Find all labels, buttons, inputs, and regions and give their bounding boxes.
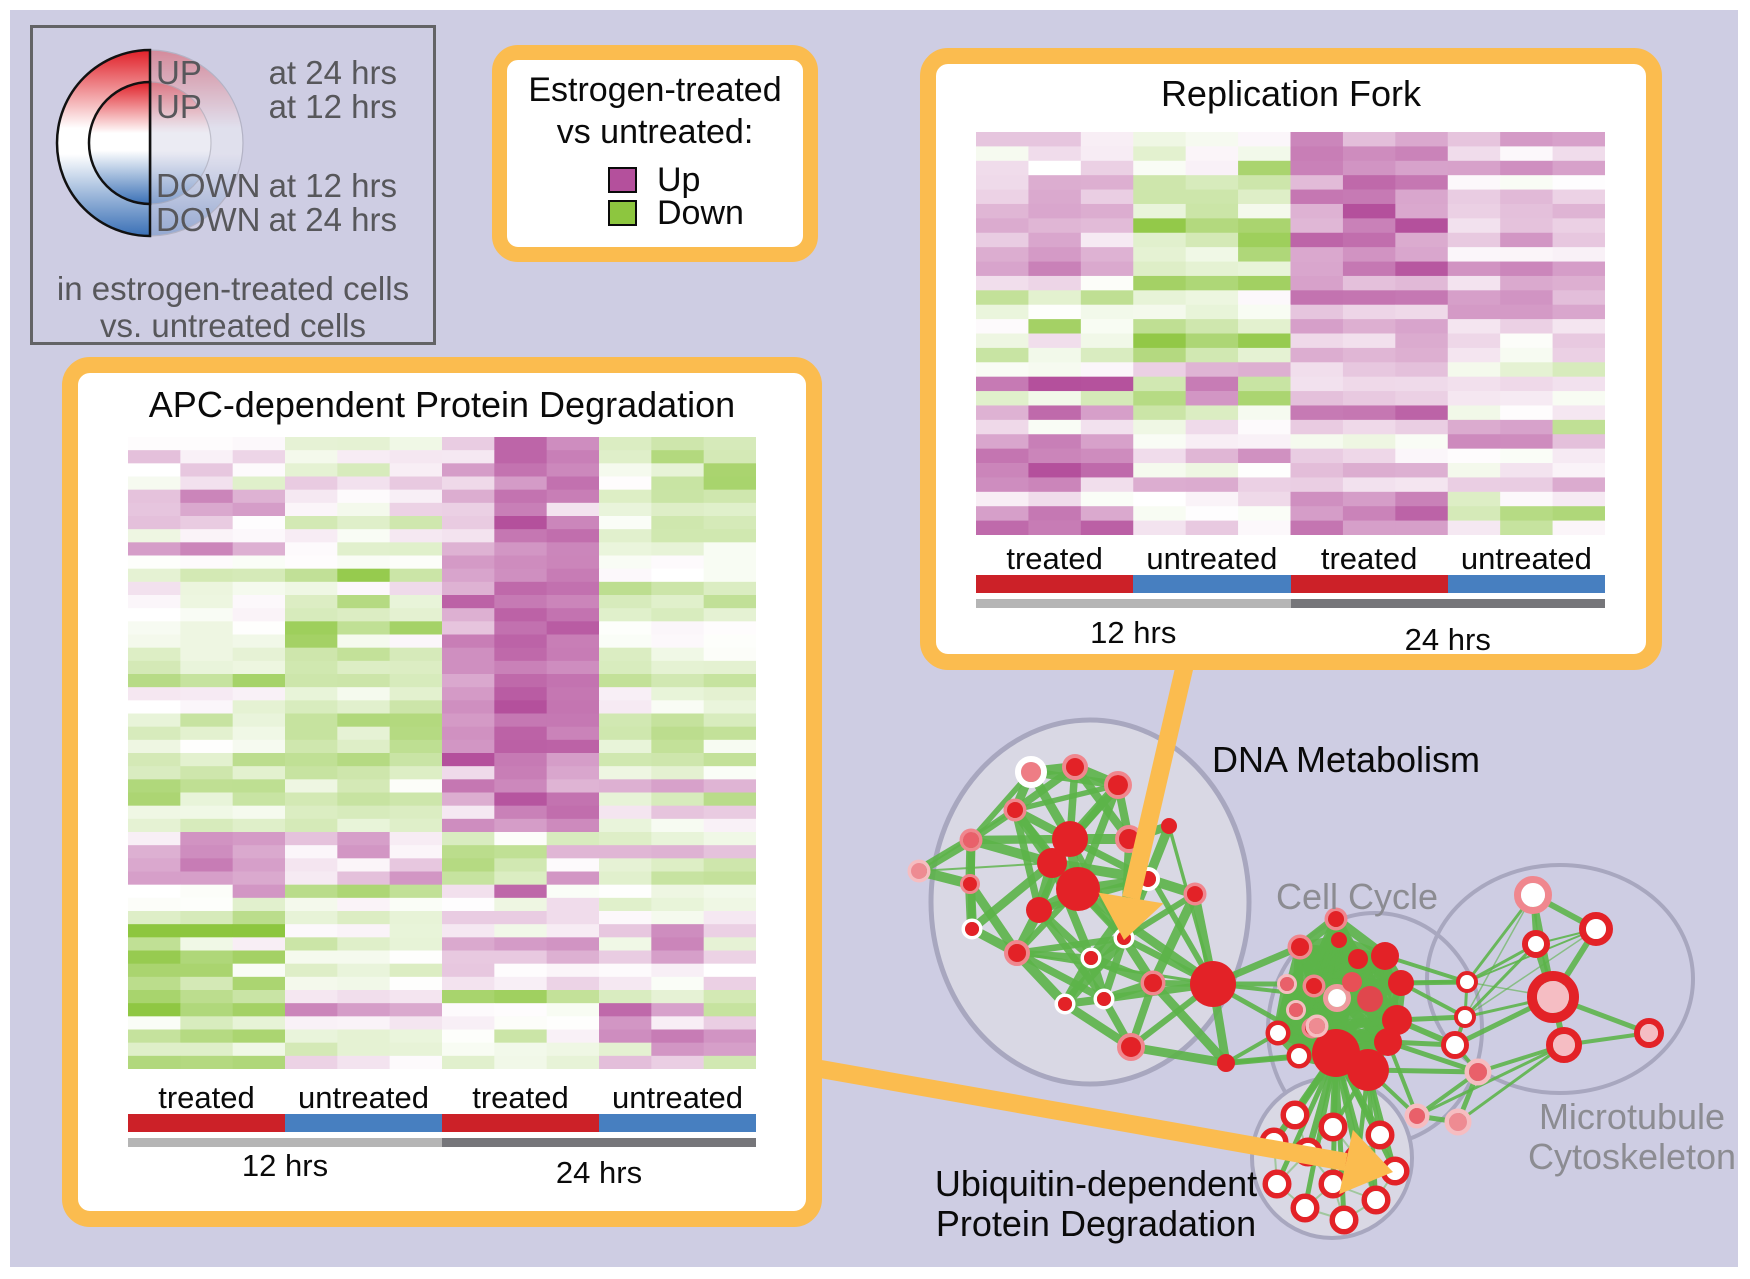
updown-legend-title: Estrogen-treated — [528, 71, 782, 109]
condition-label: untreated — [1146, 541, 1278, 576]
direction-legend-entry-time: at 24 hrs — [268, 201, 397, 238]
direction-legend-entry-time: at 24 hrs — [268, 54, 397, 91]
updown-legend-title: vs untreated: — [556, 113, 754, 151]
apc-heatmap — [128, 437, 756, 1069]
replication-fork-heatmap — [976, 132, 1605, 535]
panel-title: APC-dependent Protein Degradation — [148, 384, 736, 425]
cluster-label-ubiquitin-protein-degradation: Ubiquitin-dependent Protein Degradation — [934, 1163, 1258, 1244]
legend-item-label: Down — [657, 194, 744, 232]
cluster-label-cell-cycle: Cell Cycle — [1275, 876, 1439, 917]
network-graph — [813, 653, 1695, 1240]
condition-label: treated — [158, 1080, 255, 1115]
condition-colorbar — [976, 575, 1605, 593]
time-colorbar — [976, 599, 1605, 608]
direction-legend-circle-icon — [55, 48, 244, 238]
condition-label: treated — [1320, 541, 1418, 576]
condition-colorbar — [128, 1114, 756, 1132]
direction-legend-entry-direction: UP — [156, 54, 202, 91]
direction-legend-entry-time: at 12 hrs — [268, 88, 397, 125]
condition-label: treated — [1006, 541, 1103, 576]
direction-legend-caption: vs. untreated cells — [100, 307, 366, 344]
time-label: 12 hrs — [241, 1148, 329, 1183]
direction-legend-entry-direction: DOWN — [156, 167, 261, 204]
cluster-label-microtubule-cytoskeleton: Microtubule Cytoskeleton — [1527, 1096, 1737, 1177]
figure-canvas: UP at 24 hrs UP at 12 hrs DOWN at 12 hrs… — [10, 10, 1738, 1267]
direction-legend-caption: in estrogen-treated cells — [56, 270, 410, 307]
legend-item-down: Down — [608, 194, 744, 232]
panel-replication-fork: Replication Fork treated untreated treat… — [920, 48, 1662, 670]
direction-legend-entry-time: at 12 hrs — [268, 167, 397, 204]
condition-label: untreated — [612, 1080, 743, 1115]
time-label: 24 hrs — [555, 1155, 643, 1190]
legend-item-up: Up — [608, 161, 701, 199]
condition-label: untreated — [1460, 541, 1592, 576]
direction-legend-entry-direction: DOWN — [156, 201, 261, 238]
time-colorbar — [128, 1138, 756, 1147]
up-color-swatch — [608, 167, 637, 193]
time-label: 12 hrs — [1090, 615, 1177, 650]
time-label: 24 hrs — [1404, 622, 1491, 657]
panel-apc-protein-degradation: APC-dependent Protein Degradation treate… — [62, 357, 822, 1227]
cluster-label-dna-metabolism: DNA Metabolism — [1211, 739, 1481, 780]
panel-title: Replication Fork — [1160, 73, 1422, 114]
down-color-swatch — [608, 200, 637, 226]
direction-legend-box: UP at 24 hrs UP at 12 hrs DOWN at 12 hrs… — [30, 25, 436, 345]
direction-legend-entry-direction: UP — [156, 88, 202, 125]
condition-label: treated — [472, 1080, 569, 1115]
updown-color-legend-box: Estrogen-treated vs untreated: Up Down — [492, 45, 818, 262]
legend-item-label: Up — [657, 161, 701, 199]
condition-label: untreated — [298, 1080, 429, 1115]
